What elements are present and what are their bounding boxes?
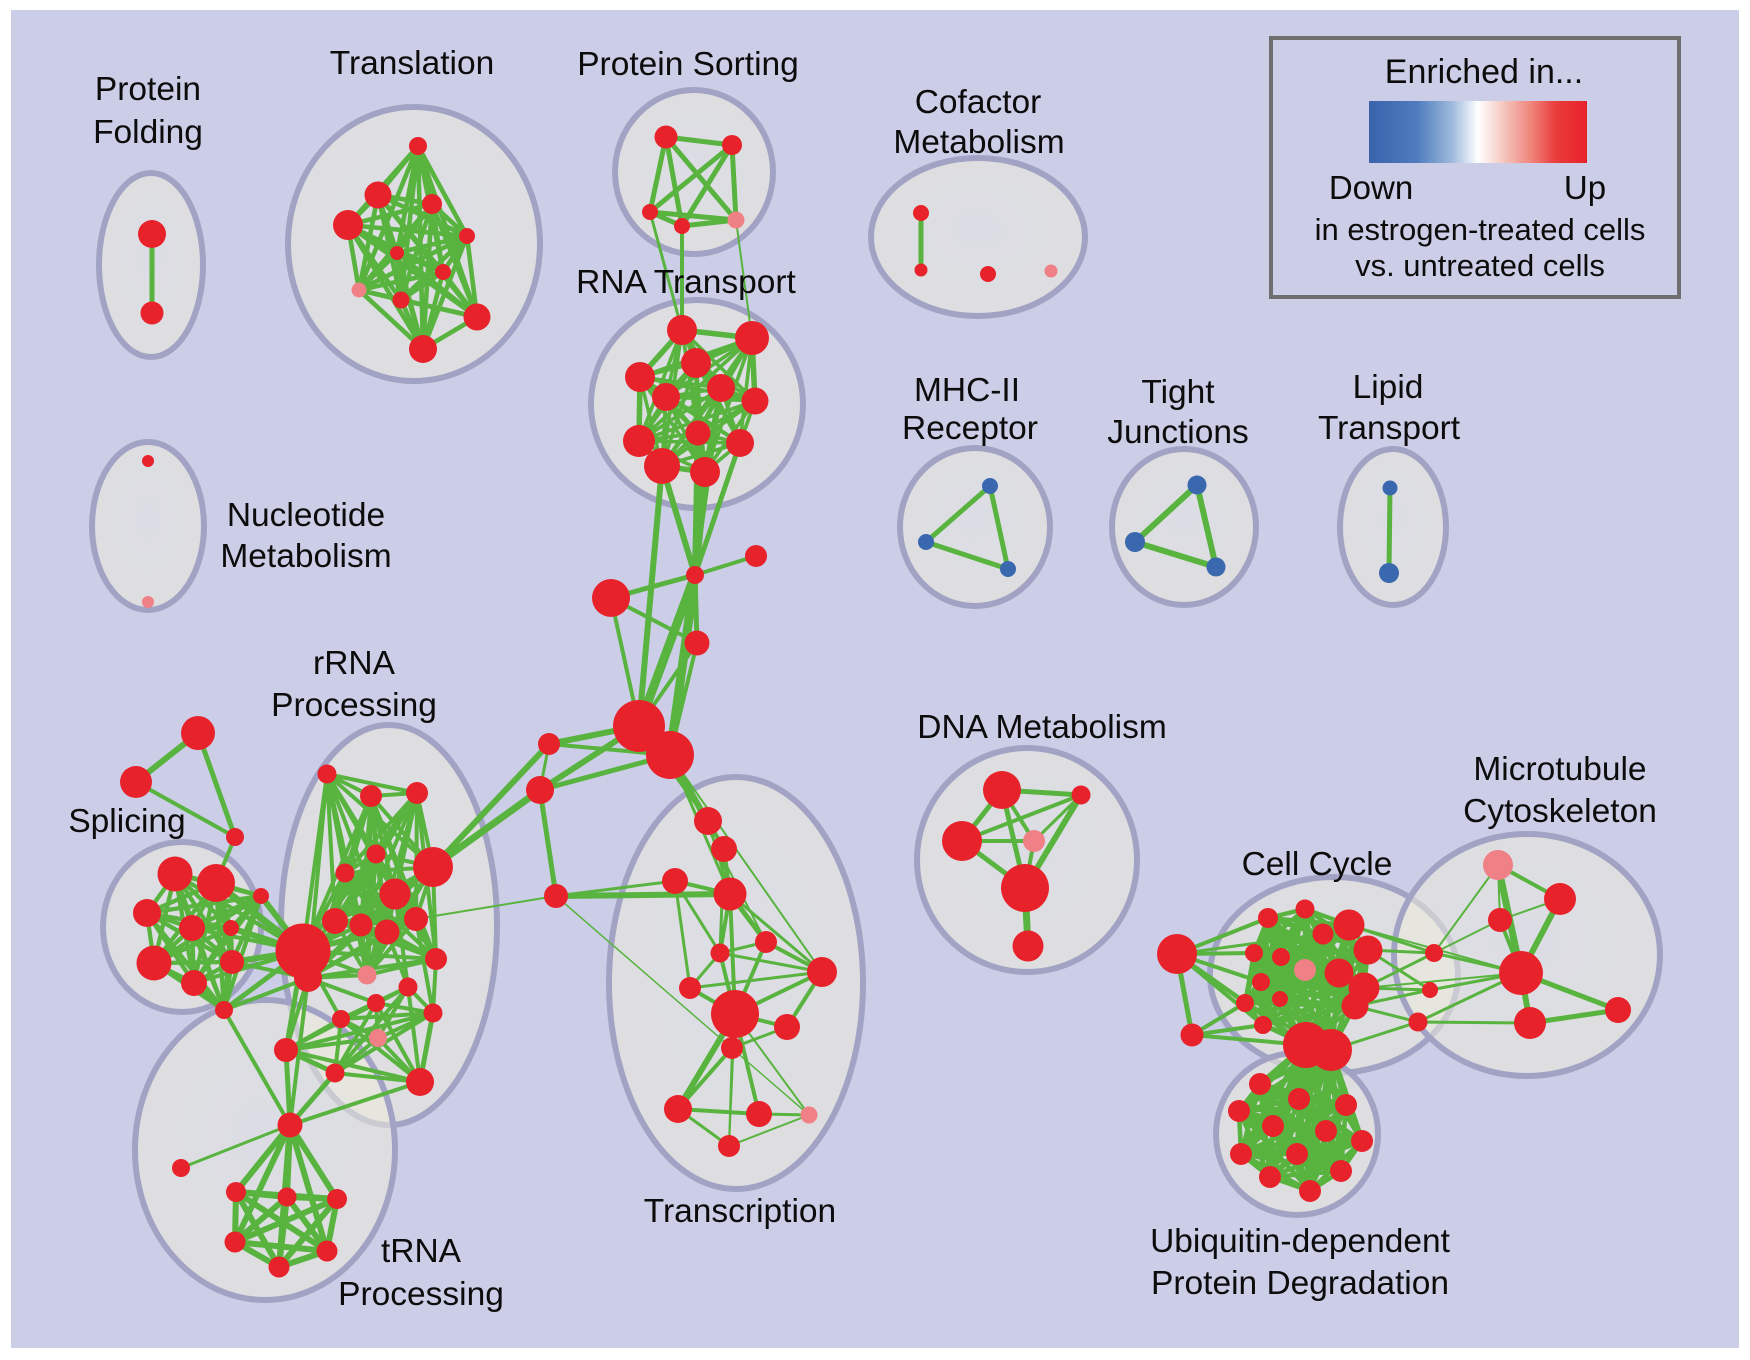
svg-text:Up: Up [1564, 169, 1606, 206]
svg-text:Folding: Folding [93, 114, 203, 151]
svg-text:in estrogen-treated cells: in estrogen-treated cells [1315, 212, 1646, 247]
svg-text:Tight: Tight [1141, 374, 1215, 411]
svg-text:Translation: Translation [330, 45, 494, 82]
svg-text:tRNA: tRNA [381, 1233, 462, 1270]
svg-text:Processing: Processing [338, 1276, 504, 1313]
svg-text:Nucleotide: Nucleotide [227, 497, 385, 534]
svg-text:Protein Sorting: Protein Sorting [577, 46, 799, 83]
svg-text:Cofactor: Cofactor [915, 84, 1042, 121]
svg-text:Protein Degradation: Protein Degradation [1151, 1265, 1449, 1302]
svg-text:Transport: Transport [1318, 410, 1461, 447]
svg-text:Metabolism: Metabolism [893, 124, 1064, 161]
svg-text:Processing: Processing [271, 687, 437, 724]
svg-text:Metabolism: Metabolism [220, 538, 391, 575]
svg-text:Enriched in...: Enriched in... [1385, 53, 1583, 91]
svg-text:DNA Metabolism: DNA Metabolism [917, 709, 1166, 746]
svg-text:Lipid: Lipid [1353, 369, 1424, 406]
svg-text:MHC-II: MHC-II [914, 372, 1020, 409]
svg-text:Cell Cycle: Cell Cycle [1242, 846, 1393, 883]
svg-text:Junctions: Junctions [1107, 414, 1249, 451]
svg-text:Down: Down [1329, 169, 1413, 206]
svg-text:Transcription: Transcription [644, 1193, 836, 1230]
svg-text:RNA Transport: RNA Transport [576, 264, 796, 301]
svg-text:Microtubule: Microtubule [1473, 751, 1646, 788]
svg-text:Ubiquitin-dependent: Ubiquitin-dependent [1150, 1223, 1451, 1260]
svg-text:vs. untreated cells: vs. untreated cells [1355, 248, 1605, 283]
svg-text:Splicing: Splicing [68, 803, 185, 840]
svg-text:Receptor: Receptor [902, 410, 1038, 447]
svg-text:Protein: Protein [95, 71, 201, 108]
svg-text:Cytoskeleton: Cytoskeleton [1463, 793, 1657, 830]
svg-text:rRNA: rRNA [313, 645, 396, 682]
